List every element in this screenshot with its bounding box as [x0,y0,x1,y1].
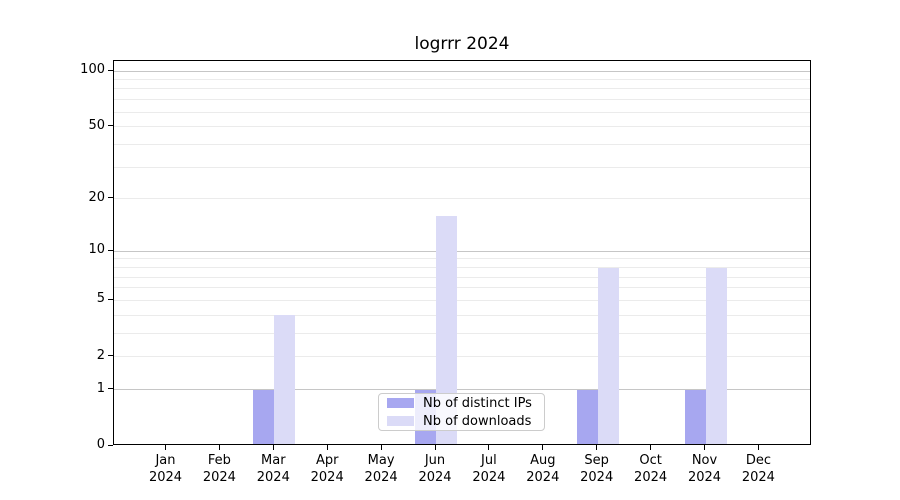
gridline-major [114,250,810,252]
y-axis-tick-mark [108,388,113,390]
x-axis-tick-mark [434,445,436,450]
x-axis-tick-mark [272,445,274,450]
gridline-major [114,389,810,391]
x-axis-tick-mark [488,445,490,450]
legend-swatch-downloads [387,416,414,426]
legend-item-distinct-ips: Nb of distinct IPs [387,396,536,411]
x-axis-tick-label: Jan 2024 [148,453,183,485]
y-axis-tick-mark [108,249,113,251]
x-axis-tick-mark [542,445,544,450]
gridline-major [114,70,810,72]
gridline-minor [114,198,810,200]
x-axis-tick-label: May 2024 [364,453,398,485]
x-axis-tick-label: Mar 2024 [256,453,290,485]
gridline-minor [114,267,810,268]
y-axis-tick-mark [108,444,113,446]
x-axis-tick-mark [757,445,759,450]
gridline-minor [114,88,810,90]
gridline-minor [114,126,810,127]
y-axis-tick-label: 2 [96,347,105,363]
chart-title: logrrr 2024 [414,34,510,54]
plot-area [113,60,811,445]
gridline-minor [114,299,810,301]
gridline-minor [114,332,810,334]
x-axis-tick-mark [650,445,652,450]
gridline-minor [114,99,810,101]
x-axis-tick-label: Jul 2024 [472,453,506,485]
legend-label-distinct-ips: Nb of distinct IPs [423,395,532,411]
gridline-minor [114,79,810,80]
bar-downloads [436,215,457,444]
x-axis-tick-mark [596,445,598,450]
y-axis-tick-label: 1 [96,380,105,396]
gridline-minor [114,287,810,289]
x-axis-tick-mark [380,445,382,450]
x-axis-tick-label: Jun 2024 [418,453,452,485]
y-axis-tick-mark [108,355,113,357]
x-axis-tick-label: Feb 2024 [202,453,236,485]
bar-downloads [705,267,727,444]
gridline-minor [114,276,810,278]
legend-swatch-distinct-ips [387,398,414,408]
x-axis-tick-mark [165,445,166,450]
bar-distinct-ips [253,389,275,444]
y-axis-tick-label: 50 [88,117,105,133]
y-axis-tick-label: 5 [96,291,105,307]
y-axis-tick-label: 0 [96,437,105,452]
x-axis-tick-label: Sep 2024 [580,453,614,485]
legend-label-downloads: Nb of downloads [423,413,532,429]
gridline-minor [114,314,810,316]
gridline-minor [114,356,810,358]
y-axis-tick-mark [108,69,113,71]
y-axis-tick-mark [108,125,113,126]
gridline-minor [114,143,810,145]
x-axis-tick-label: Aug 2024 [526,453,560,485]
bar-downloads [274,315,296,444]
gridline-minor [114,111,810,113]
bar-downloads [597,267,619,444]
gridline-minor [114,258,810,260]
x-axis-tick-label: Oct 2024 [634,453,668,485]
x-axis-tick-label: Apr 2024 [310,453,344,485]
legend-item-downloads: Nb of downloads [387,414,536,429]
x-axis-tick-mark [704,445,705,450]
gridline-minor [114,166,810,168]
x-axis-tick-label: Dec 2024 [741,453,775,485]
y-axis-tick-mark [108,197,113,199]
y-axis-tick-mark [108,298,113,300]
y-axis-tick-label: 20 [88,189,105,205]
x-axis-tick-mark [218,445,220,450]
y-axis-tick-label: 10 [88,242,105,258]
x-axis-tick-label: Nov 2024 [687,453,722,485]
legend: Nb of distinct IPs Nb of downloads [378,393,545,431]
bar-distinct-ips [684,389,706,444]
x-axis-tick-mark [326,445,328,450]
bar-distinct-ips [576,389,598,444]
y-axis-tick-label: 100 [80,62,105,77]
